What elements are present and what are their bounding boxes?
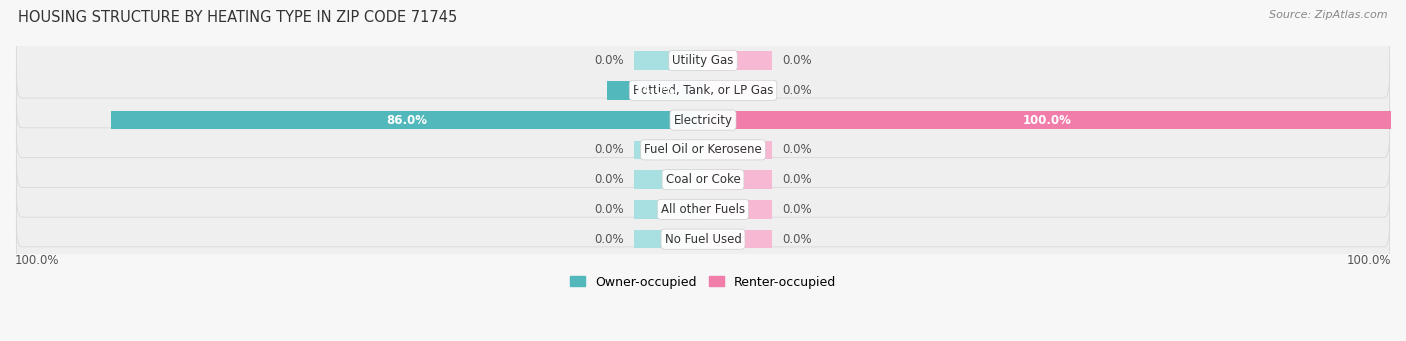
Text: 100.0%: 100.0%	[15, 254, 59, 267]
Text: No Fuel Used: No Fuel Used	[665, 233, 741, 246]
Bar	[634, 140, 703, 159]
Text: 0.0%: 0.0%	[782, 54, 811, 67]
Text: 14.0%: 14.0%	[634, 84, 675, 97]
Text: 0.0%: 0.0%	[782, 203, 811, 216]
Bar	[634, 51, 703, 70]
Bar	[703, 170, 772, 189]
Text: 100.0%: 100.0%	[1347, 254, 1391, 267]
Text: Source: ZipAtlas.com: Source: ZipAtlas.com	[1270, 10, 1388, 20]
Bar	[703, 81, 772, 100]
Bar	[703, 51, 772, 70]
Bar	[634, 230, 703, 248]
FancyBboxPatch shape	[17, 83, 1389, 158]
Bar	[703, 140, 772, 159]
Text: 0.0%: 0.0%	[782, 143, 811, 157]
Text: 0.0%: 0.0%	[595, 203, 624, 216]
Text: Fuel Oil or Kerosene: Fuel Oil or Kerosene	[644, 143, 762, 157]
FancyBboxPatch shape	[17, 202, 1389, 277]
Text: 0.0%: 0.0%	[782, 233, 811, 246]
Text: 86.0%: 86.0%	[387, 114, 427, 127]
Bar	[606, 81, 703, 100]
Text: 0.0%: 0.0%	[782, 173, 811, 186]
Bar	[111, 111, 703, 129]
Bar	[703, 200, 772, 219]
FancyBboxPatch shape	[17, 172, 1389, 247]
Text: Electricity: Electricity	[673, 114, 733, 127]
Text: HOUSING STRUCTURE BY HEATING TYPE IN ZIP CODE 71745: HOUSING STRUCTURE BY HEATING TYPE IN ZIP…	[18, 10, 457, 25]
Text: Coal or Coke: Coal or Coke	[665, 173, 741, 186]
Text: 0.0%: 0.0%	[595, 54, 624, 67]
Legend: Owner-occupied, Renter-occupied: Owner-occupied, Renter-occupied	[565, 271, 841, 294]
Bar	[703, 230, 772, 248]
Text: 0.0%: 0.0%	[595, 173, 624, 186]
Bar	[703, 111, 1391, 129]
Bar	[634, 170, 703, 189]
Text: 100.0%: 100.0%	[1022, 114, 1071, 127]
Text: Utility Gas: Utility Gas	[672, 54, 734, 67]
Text: 0.0%: 0.0%	[595, 233, 624, 246]
Text: Bottled, Tank, or LP Gas: Bottled, Tank, or LP Gas	[633, 84, 773, 97]
Text: All other Fuels: All other Fuels	[661, 203, 745, 216]
FancyBboxPatch shape	[17, 112, 1389, 187]
FancyBboxPatch shape	[17, 23, 1389, 98]
Text: 0.0%: 0.0%	[782, 84, 811, 97]
FancyBboxPatch shape	[17, 142, 1389, 217]
FancyBboxPatch shape	[17, 53, 1389, 128]
Text: 0.0%: 0.0%	[595, 143, 624, 157]
Bar	[634, 200, 703, 219]
